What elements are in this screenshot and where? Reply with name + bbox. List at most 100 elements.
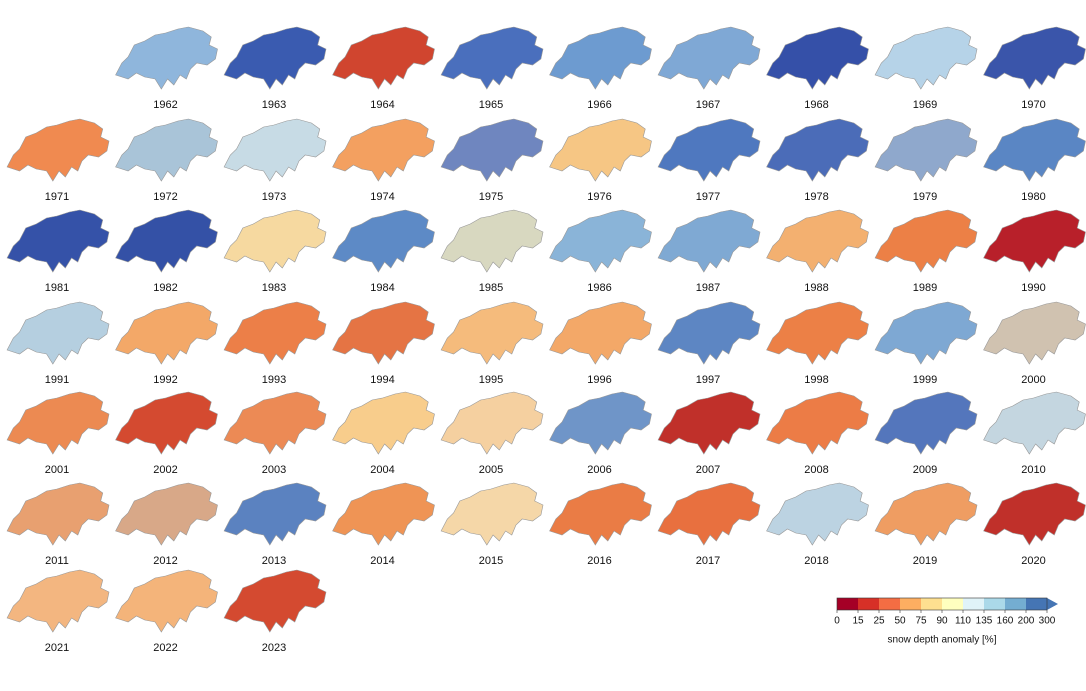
- year-label: 2004: [370, 464, 394, 476]
- colorbar-tick-label: 25: [873, 616, 885, 627]
- switzerland-map: [440, 26, 544, 90]
- year-label: 1979: [913, 191, 937, 203]
- switzerland-map: [115, 301, 218, 365]
- switzerland-map: [874, 209, 978, 273]
- colorbar-tick-label: 300: [1039, 616, 1056, 627]
- switzerland-map: [115, 569, 218, 633]
- switzerland-map: [440, 482, 544, 546]
- colorbar-tick-label: 110: [955, 616, 971, 627]
- switzerland-map: [332, 482, 435, 546]
- year-label: 2022: [153, 642, 177, 654]
- switzerland-map: [332, 301, 435, 365]
- switzerland-map: [549, 118, 652, 182]
- switzerland-map: [766, 482, 869, 546]
- year-label: 1996: [587, 374, 611, 386]
- switzerland-map: [440, 118, 544, 182]
- switzerland-map: [983, 391, 1086, 455]
- year-label: 1970: [1021, 99, 1045, 111]
- switzerland-map: [115, 118, 218, 182]
- switzerland-map: [223, 569, 327, 633]
- switzerland-map: [657, 482, 761, 546]
- switzerland-map: [332, 118, 435, 182]
- year-label: 1978: [804, 191, 828, 203]
- year-label: 1997: [696, 374, 720, 386]
- year-label: 1966: [587, 99, 611, 111]
- year-label: 2013: [262, 555, 286, 567]
- year-label: 2019: [913, 555, 937, 567]
- switzerland-map: [766, 301, 869, 365]
- colorbar-tick-label: 160: [997, 616, 1014, 627]
- year-label: 1983: [262, 282, 286, 294]
- colorbar-segment: [837, 598, 858, 610]
- year-label: 1992: [153, 374, 177, 386]
- year-label: 2008: [804, 464, 828, 476]
- year-label: 1974: [370, 191, 394, 203]
- year-label: 1988: [804, 282, 828, 294]
- switzerland-map: [6, 482, 110, 546]
- switzerland-map: [223, 26, 327, 90]
- colorbar-segment: [963, 598, 984, 610]
- year-label: 1990: [1021, 282, 1045, 294]
- year-label: 1984: [370, 282, 394, 294]
- year-label: 2017: [696, 555, 720, 567]
- year-label: 1965: [479, 99, 503, 111]
- switzerland-map: [657, 118, 761, 182]
- year-label: 1963: [262, 99, 286, 111]
- switzerland-map: [549, 391, 652, 455]
- switzerland-map: [6, 301, 110, 365]
- year-label: 1964: [370, 99, 394, 111]
- colorbar-tick-label: 15: [852, 616, 864, 627]
- year-label: 2020: [1021, 555, 1045, 567]
- switzerland-map: [549, 301, 652, 365]
- switzerland-map: [766, 118, 869, 182]
- colorbar-segment: [921, 598, 942, 610]
- switzerland-map: [115, 26, 218, 90]
- switzerland-map: [549, 482, 652, 546]
- switzerland-map: [657, 301, 761, 365]
- year-label: 2002: [153, 464, 177, 476]
- switzerland-map: [440, 209, 544, 273]
- switzerland-map: [332, 209, 435, 273]
- switzerland-map: [549, 26, 652, 90]
- year-label: 2009: [913, 464, 937, 476]
- year-label: 1976: [587, 191, 611, 203]
- year-label: 2005: [479, 464, 503, 476]
- colorbar-tick-label: 135: [976, 616, 993, 627]
- year-label: 2007: [696, 464, 720, 476]
- year-label: 1993: [262, 374, 286, 386]
- switzerland-map: [115, 209, 218, 273]
- switzerland-map: [6, 569, 110, 633]
- switzerland-map: [874, 482, 978, 546]
- switzerland-map: [983, 482, 1086, 546]
- switzerland-map: [874, 301, 978, 365]
- colorbar-extension: [1047, 598, 1058, 610]
- year-label: 2023: [262, 642, 286, 654]
- colorbar-segment: [1026, 598, 1047, 610]
- switzerland-map: [223, 209, 327, 273]
- year-label: 1986: [587, 282, 611, 294]
- year-label: 1995: [479, 374, 503, 386]
- colorbar-segment: [858, 598, 879, 610]
- year-label: 1962: [153, 99, 177, 111]
- switzerland-map: [766, 209, 869, 273]
- year-label: 1972: [153, 191, 177, 203]
- switzerland-map: [115, 391, 218, 455]
- switzerland-map: [115, 482, 218, 546]
- year-label: 2012: [153, 555, 177, 567]
- colorbar-segment: [942, 598, 963, 610]
- switzerland-map: [983, 118, 1086, 182]
- switzerland-map: [874, 118, 978, 182]
- switzerland-map: [657, 26, 761, 90]
- switzerland-map: [657, 209, 761, 273]
- colorbar-label: snow depth anomaly [%]: [888, 635, 997, 646]
- colorbar-segment: [1005, 598, 1026, 610]
- colorbar-tick-label: 50: [894, 616, 906, 627]
- switzerland-map: [766, 26, 869, 90]
- switzerland-map: [332, 391, 435, 455]
- year-label: 1989: [913, 282, 937, 294]
- year-label: 1973: [262, 191, 286, 203]
- year-label: 2015: [479, 555, 503, 567]
- switzerland-map: [223, 482, 327, 546]
- colorbar-segment: [879, 598, 900, 610]
